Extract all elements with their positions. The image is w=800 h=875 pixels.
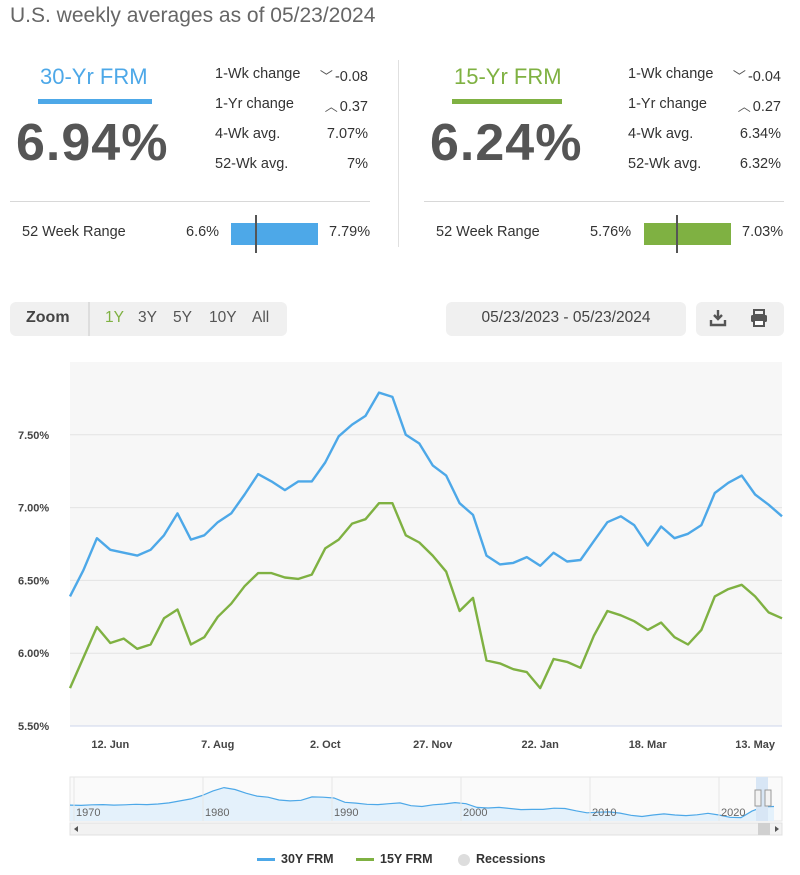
rate-15-underline [452, 99, 562, 104]
divider [88, 302, 90, 336]
rate-15-title: 15-Yr FRM [454, 64, 562, 89]
zoom-1y-button[interactable]: 1Y [105, 309, 124, 326]
x-tick-label: 2. Oct [310, 739, 341, 751]
range-low-30: 6.6% [186, 224, 220, 240]
y-tick-label: 6.50% [18, 575, 49, 587]
navigator-handle-right[interactable] [764, 789, 772, 807]
rate-30-stat-value: ﹀ -0.08 [319, 69, 368, 85]
series-line-30y[interactable] [68, 391, 783, 597]
main-chart: 5.50% 6.00% 6.50% 7.00% 7.50% 12. Jun 7. Aug 2.… [18, 362, 783, 751]
zoom-bar [10, 302, 287, 336]
range-bar-30 [231, 223, 318, 245]
rate-15-stat-value: ﹀ -0.04 [732, 69, 781, 85]
scrollbar-track[interactable] [69, 822, 783, 836]
legend-item-30y[interactable]: 30Y FRM [257, 852, 334, 866]
divider [398, 60, 399, 247]
range-high-15: 7.03% [742, 224, 784, 240]
x-tick-label: 7. Aug [201, 739, 234, 751]
rate-30-value: 6.94% [16, 114, 169, 172]
date-range-box[interactable] [446, 302, 686, 336]
x-tick-label: 22. Jan [522, 739, 560, 751]
plot-area [70, 362, 782, 726]
navigator-year-label: 2020 [721, 807, 745, 819]
date-range-text[interactable]: 05/23/2023 - 05/23/2024 [481, 309, 651, 326]
chevron-up-icon: ︿ [737, 99, 751, 114]
y-tick-label: 5.50% [18, 721, 49, 733]
rate-30-underline [38, 99, 152, 104]
export-tools [696, 302, 784, 336]
rate-30-stat-label: 1-Wk change [215, 66, 301, 82]
legend-dot [458, 853, 470, 866]
rate-15-stat-value: ︿ 0.27 [737, 99, 781, 115]
x-tick-label: 18. Mar [629, 739, 668, 751]
navigator-year-label: 1970 [76, 807, 100, 819]
series-line-15y[interactable] [68, 502, 783, 690]
rate-15-stat-value: 6.34% [739, 126, 781, 142]
navigator-year-label: 2000 [463, 807, 487, 819]
zoom-3y-button[interactable]: 3Y [138, 309, 157, 326]
range-high-30: 7.79% [329, 224, 371, 240]
scrollbar-thumb[interactable] [758, 823, 770, 835]
scroll-right-icon[interactable] [775, 826, 779, 832]
divider [10, 201, 370, 202]
divider [424, 201, 784, 202]
navigator-year-label: 1980 [205, 807, 229, 819]
range-label-30: 52 Week Range [22, 224, 126, 240]
navigator-year-label: 2010 [592, 807, 616, 819]
legend-item-recessions[interactable]: Recessions [458, 852, 545, 866]
y-tick-label: 7.50% [18, 430, 49, 442]
range-label-15: 52 Week Range [436, 224, 540, 240]
zoom-5y-button[interactable]: 5Y [173, 309, 192, 326]
navigator-line [69, 786, 775, 819]
x-tick-label: 13. May [735, 739, 776, 751]
chevron-up-icon: ︿ [324, 99, 338, 114]
zoom-all-button[interactable]: All [252, 309, 270, 326]
rate-15-stat-value: 6.32% [739, 156, 781, 172]
navigator-handle-left[interactable] [754, 789, 762, 807]
rate-15-stat-label: 52-Wk avg. [628, 156, 702, 172]
x-tick-label: 12. Jun [91, 739, 129, 751]
legend-swatch [257, 858, 275, 862]
navigator-selection[interactable] [756, 777, 768, 821]
rate-15-stat-label: 1-Wk change [628, 66, 714, 82]
y-tick-label: 7.00% [18, 503, 49, 515]
rate-30-stat-label: 1-Yr change [215, 96, 294, 112]
download-icon[interactable] [708, 308, 728, 328]
rate-30-stat-label: 4-Wk avg. [215, 126, 281, 142]
chevron-down-icon: ﹀ [732, 69, 746, 84]
range-bar-15 [644, 223, 731, 245]
chevron-down-icon: ﹀ [319, 69, 333, 84]
legend-item-15y[interactable]: 15Y FRM [356, 852, 433, 866]
rate-30-stat-value: 7% [347, 156, 368, 172]
scroll-left-icon[interactable] [74, 826, 78, 832]
navigator[interactable]: 1970 1980 1990 2000 2010 2020 [0, 775, 800, 837]
rate-15-stat-label: 1-Yr change [628, 96, 707, 112]
range-marker-15 [675, 215, 678, 253]
range-marker-30 [254, 215, 257, 253]
zoom-10y-button[interactable]: 10Y [209, 309, 237, 326]
rate-15-stat-label: 4-Wk avg. [628, 126, 694, 142]
page-title: U.S. weekly averages as of 05/23/2024 [10, 4, 376, 27]
legend-swatch [356, 858, 374, 862]
zoom-label: Zoom [26, 309, 70, 326]
y-tick-label: 6.00% [18, 648, 49, 660]
rate-30-stat-value: 7.07% [326, 126, 368, 142]
rate-30-stat-label: 52-Wk avg. [215, 156, 289, 172]
navigator-year-label: 1990 [334, 807, 358, 819]
rate-30-stat-value: ︿ 0.37 [324, 99, 368, 115]
range-low-15: 5.76% [590, 224, 632, 240]
x-tick-label: 27. Nov [413, 739, 453, 751]
rate-15-value: 6.24% [430, 114, 583, 172]
print-icon[interactable] [749, 308, 769, 328]
rate-30-title: 30-Yr FRM [40, 64, 148, 89]
